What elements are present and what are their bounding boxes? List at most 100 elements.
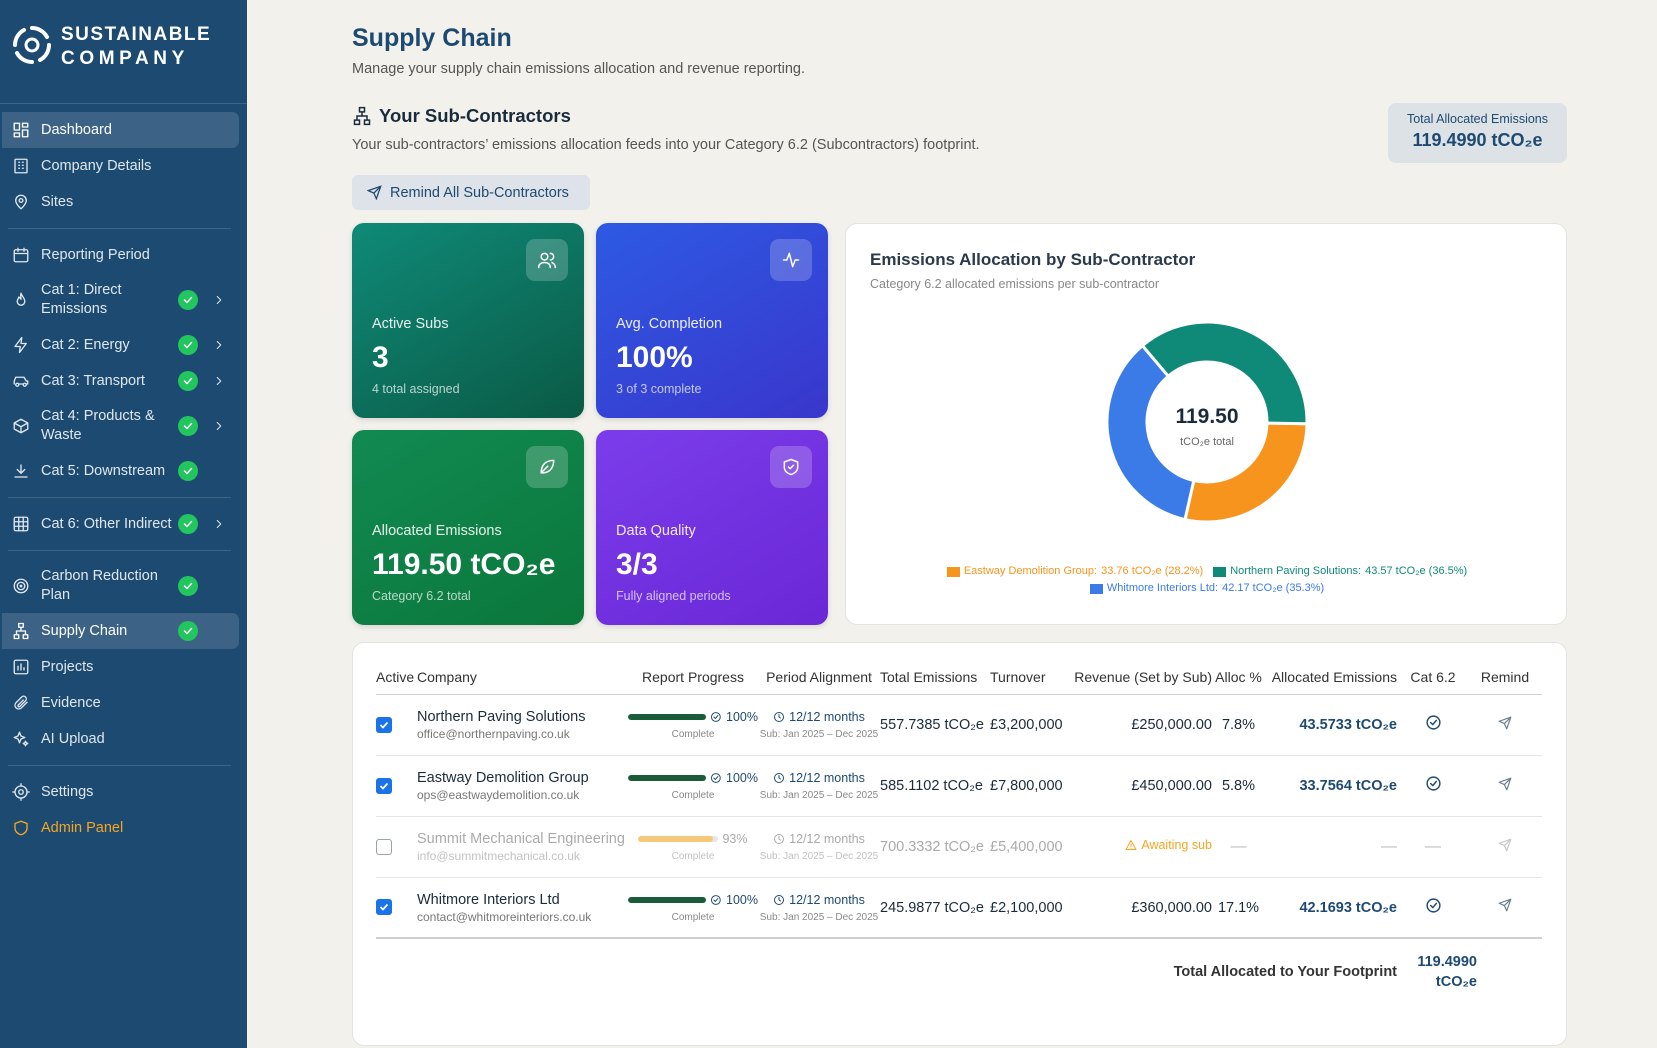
nav-icon-part	[18, 161, 24, 169]
nav-icon	[13, 622, 29, 640]
column-header: Alloc %	[1215, 668, 1262, 685]
clock-icon-part	[778, 775, 782, 780]
nav-divider	[8, 497, 231, 498]
footer-value: 119.4990 tCO₂e	[1417, 954, 1477, 990]
progress-bar	[628, 896, 707, 903]
company-email: info@summitmechanical.co.uk	[417, 849, 580, 863]
status-check	[178, 290, 198, 310]
cat-check-icon-part	[1429, 902, 1437, 908]
stat-icon-glyph-part	[783, 458, 799, 476]
chevron-part	[216, 295, 222, 305]
checkbox[interactable]	[376, 716, 392, 733]
nav-item[interactable]: Cat 5: Downstream	[2, 453, 239, 489]
nav-item[interactable]: AI Upload	[2, 721, 239, 757]
nav-item[interactable]: Projects	[2, 649, 239, 685]
nav-icon-part	[13, 659, 29, 675]
nav-label: Admin Panel	[41, 819, 124, 836]
clock-icon-part	[774, 712, 785, 722]
send-icon	[1498, 838, 1512, 851]
nav-item[interactable]: Evidence	[2, 685, 239, 721]
chart-panel: Emissions Allocation by Sub-Contractor C…	[845, 223, 1567, 625]
stat-label: Data Quality	[616, 523, 696, 539]
progress-track	[638, 836, 719, 842]
stat-card: Data Quality 3/3 Fully aligned periods	[596, 430, 828, 625]
nav-item[interactable]: Reporting Period	[2, 237, 239, 273]
nav-label: AI Upload	[41, 730, 105, 747]
remind-button[interactable]	[1498, 898, 1512, 916]
nav-item[interactable]: Cat 4: Products & Waste	[2, 399, 239, 453]
nav-label: Cat 2: Energy	[41, 336, 130, 353]
alloc-percent: 17.1%	[1217, 899, 1260, 916]
clock-icon-part	[778, 896, 782, 901]
nav: Dashboard Company Details Sites Reporting P…	[0, 112, 247, 846]
check-icon-part	[183, 341, 193, 349]
company-name: Eastway Demolition Group	[417, 770, 589, 786]
check-icon	[183, 467, 193, 475]
progress-status: Complete	[671, 851, 715, 862]
nav-icon	[13, 418, 29, 434]
legend: Eastway Demolition Group 33.76 tCO₂e (28.…	[917, 565, 1497, 595]
nav-item[interactable]: Settings	[2, 774, 239, 810]
chevron	[216, 340, 222, 350]
period-top: 12/12 months	[758, 893, 880, 907]
nav-item[interactable]: Carbon Reduction Plan	[2, 559, 239, 613]
nav-item[interactable]: Sites	[2, 184, 239, 220]
column-header: Active	[376, 668, 415, 685]
table-row: Northern Paving Solutions office@northern…	[376, 695, 1542, 756]
table-cell: 12/12 months Sub: Jan 2025 – Dec 2025	[758, 710, 880, 740]
nav-label: Evidence	[41, 694, 101, 711]
nav-item[interactable]: Cat 1: Direct Emissions	[2, 273, 239, 327]
checkbox-tick-part	[379, 782, 389, 790]
check-icon	[183, 296, 193, 304]
nav-icon-part	[13, 122, 21, 131]
nav-item[interactable]: Admin Panel	[2, 810, 239, 846]
nav-item[interactable]: Cat 2: Energy	[2, 327, 239, 363]
nav-item[interactable]: Dashboard	[2, 112, 239, 148]
nav-icon-part	[14, 820, 28, 836]
nav-label: Dashboard	[41, 121, 112, 138]
table-cell: —	[1265, 838, 1397, 856]
nav-item[interactable]: Supply Chain	[2, 613, 239, 649]
progress-status: Complete	[671, 911, 715, 923]
status-check	[178, 576, 198, 596]
checkbox[interactable]	[376, 838, 392, 855]
allocated-emissions: 43.5733 tCO₂e	[1299, 717, 1397, 733]
checkbox[interactable]	[376, 777, 392, 794]
stat-icon-glyph-part	[540, 459, 555, 474]
warning-icon	[1125, 840, 1137, 850]
nav-icon-part	[14, 695, 28, 710]
send-icon-part	[1498, 838, 1512, 851]
nav-item[interactable]: Company Details	[2, 148, 239, 184]
cat-check-icon	[1425, 897, 1441, 913]
remind-button[interactable]	[1498, 838, 1512, 856]
nav-icon-part	[13, 622, 29, 640]
checkbox[interactable]	[376, 899, 392, 916]
cat-check-icon-part	[1425, 715, 1441, 730]
section-icon	[353, 106, 371, 126]
nav-item[interactable]: Cat 3: Transport	[2, 363, 239, 399]
legend-swatch	[1213, 566, 1227, 577]
stat-icon	[770, 446, 812, 488]
remind-button[interactable]	[1498, 716, 1512, 734]
nav-label: Supply Chain	[41, 622, 128, 639]
nav-icon-part	[18, 197, 24, 204]
table-cell: —	[1397, 838, 1469, 856]
nav-icon-part	[16, 581, 26, 591]
remind-button[interactable]	[1498, 777, 1512, 795]
period-range: Sub: Jan 2025 – Dec 2025	[759, 729, 879, 740]
check-icon-part	[183, 520, 193, 528]
checkbox-tick	[379, 782, 389, 790]
nav-item[interactable]: Cat 6: Other Indirect	[2, 506, 239, 542]
table-cell	[1397, 897, 1469, 919]
table-cell: 100% Complete	[628, 710, 758, 740]
remind-all-button[interactable]: Remind All Sub-Contractors	[352, 175, 590, 210]
total-emissions: 585.1102 tCO₂e	[880, 778, 983, 794]
complete-icon-part	[713, 897, 719, 902]
stat-label: Avg. Completion	[616, 316, 723, 332]
chevron-part	[216, 340, 222, 350]
donut-slice	[1105, 343, 1196, 522]
table-cell: 100% Complete	[628, 893, 758, 923]
revenue: £450,000.00	[1131, 778, 1212, 794]
progress-status: Complete	[671, 729, 715, 740]
